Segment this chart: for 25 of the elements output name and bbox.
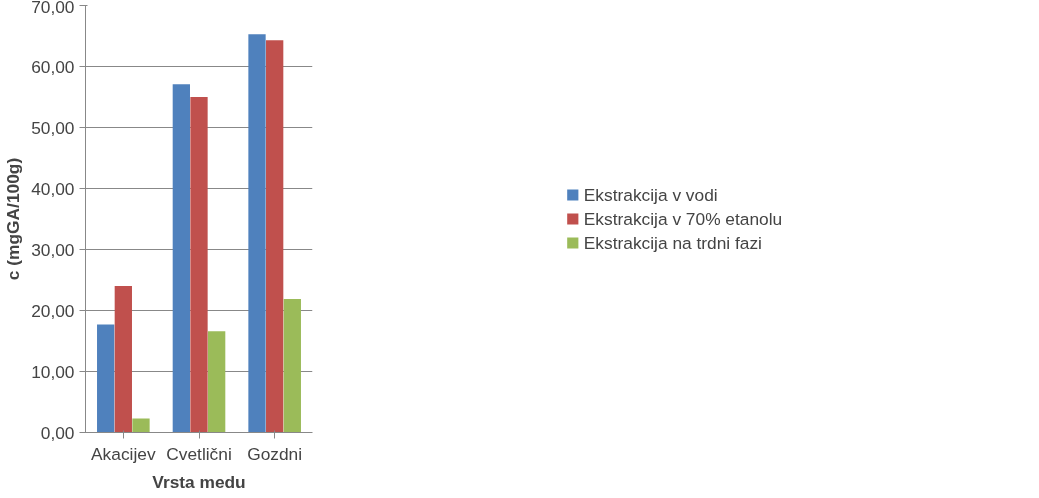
bar [190, 97, 208, 433]
y-tick-label: 40,00 [31, 178, 75, 199]
y-tick-label: 20,00 [31, 300, 75, 321]
bar [172, 84, 190, 433]
bar [266, 40, 284, 433]
legend-label: Ekstrakcija v vodi [583, 184, 718, 205]
legend-label: Ekstrakcija v 70% etanolu [583, 208, 783, 229]
bar [114, 286, 132, 433]
x-tick-label: Cvetlični [166, 443, 232, 464]
bar [97, 324, 115, 433]
x-tick-label: Gozdni [247, 443, 303, 464]
bar [208, 331, 226, 433]
y-tick-label: 30,00 [31, 239, 75, 260]
bar [132, 418, 150, 433]
x-axis-title: Vrsta medu [152, 471, 246, 492]
y-tick-label: 60,00 [31, 56, 75, 77]
y-tick-label: 10,00 [31, 361, 75, 382]
y-tick-label: 50,00 [31, 117, 75, 138]
y-tick-label: 70,00 [31, 0, 75, 17]
bar [283, 298, 301, 433]
y-tick-label: 0,00 [40, 422, 75, 443]
legend-label: Ekstrakcija na trdni fazi [583, 232, 762, 253]
y-axis-title: c (mgGA/100g) [3, 157, 24, 281]
bar [248, 34, 266, 433]
x-tick-label: Akacijev [91, 443, 156, 464]
